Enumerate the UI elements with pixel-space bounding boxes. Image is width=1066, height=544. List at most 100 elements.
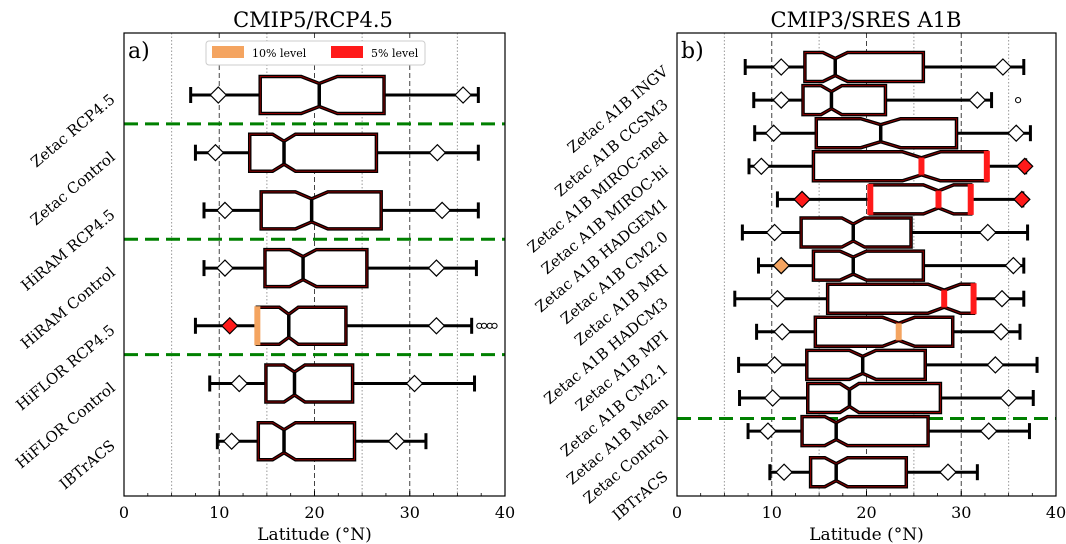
box: [813, 315, 955, 349]
legend-box: [205, 40, 426, 66]
diamond-high-marker: [1007, 124, 1026, 143]
diamond-low-marker: [765, 223, 784, 242]
box-inner-edge: [259, 76, 385, 114]
box-row: [747, 150, 1034, 183]
x-tick-label: 30: [951, 503, 971, 522]
box: [806, 381, 943, 415]
panel-title: CMIP5/RCP4.5: [233, 8, 393, 32]
box: [801, 83, 888, 117]
box: [264, 363, 355, 404]
diamond-low-marker: [216, 259, 234, 277]
box: [263, 247, 369, 289]
panel-letter: b): [681, 39, 704, 64]
box-inner-edge: [256, 306, 347, 345]
diamond-low-marker: [772, 91, 791, 109]
x-tick-label: 40: [1046, 503, 1066, 522]
box: [808, 455, 909, 489]
x-tick-label: 10: [762, 503, 782, 522]
diamond-low-marker: [772, 256, 791, 275]
diamond-low-marker: [752, 157, 771, 176]
box-row: [737, 348, 1039, 382]
box-inner-edge: [257, 422, 356, 461]
x-tick-label: 0: [119, 503, 129, 522]
diamond-low-marker: [216, 201, 234, 220]
box-inner-edge: [802, 85, 886, 116]
box: [800, 414, 930, 448]
diamond-high-marker: [999, 389, 1018, 407]
box-row: [202, 247, 478, 289]
diamond-high-marker: [993, 289, 1011, 308]
diamond-low-marker: [759, 422, 777, 440]
box-inner-edge: [810, 457, 907, 488]
diamond-high-marker: [387, 432, 406, 451]
outlier-point: [480, 322, 488, 329]
diamond-low-marker: [764, 124, 783, 143]
diamond-high-marker: [986, 356, 1005, 374]
diamond-high-marker: [405, 374, 424, 393]
box-inner-edge: [804, 52, 924, 82]
diamond-high-marker: [968, 91, 987, 109]
legend-label: 10% level: [252, 47, 307, 60]
box-row: [193, 132, 480, 173]
panel-letter: a): [128, 39, 150, 64]
x-tick-label: 0: [672, 503, 682, 522]
diamond-low-marker: [220, 316, 239, 335]
diamond-high-marker: [1013, 190, 1031, 209]
x-axis-label: Latitude (°N): [257, 525, 371, 544]
box: [811, 249, 926, 282]
diamond-low-marker: [772, 58, 791, 76]
box-inner-edge: [801, 416, 929, 447]
box-row: [753, 116, 1032, 150]
box-row: [743, 50, 1026, 84]
x-tick-label: 10: [209, 503, 229, 522]
diamond-low-marker: [765, 356, 784, 374]
box-inner-edge: [265, 364, 354, 403]
diamond-low-marker: [209, 86, 228, 104]
diamond-high-marker: [427, 316, 446, 335]
box: [259, 190, 383, 231]
box: [803, 50, 926, 84]
diamond-high-marker: [992, 322, 1010, 341]
box-row: [189, 74, 480, 116]
diamond-high-marker: [979, 422, 998, 440]
x-tick-label: 40: [495, 503, 515, 522]
box-row: [738, 381, 1035, 415]
box-row: [193, 305, 498, 347]
diamond-high-marker: [427, 259, 446, 277]
legend-swatch: [212, 46, 244, 58]
diamond-low-marker: [222, 432, 241, 451]
box-row: [733, 282, 1026, 315]
box-row: [768, 455, 979, 489]
legend-label: 5% level: [371, 47, 419, 60]
box-row: [752, 83, 1022, 117]
diamond-high-marker: [454, 86, 472, 104]
x-tick-label: 20: [856, 503, 876, 522]
panel-title: CMIP3/SRES A1B: [771, 8, 962, 32]
diamond-high-marker: [978, 223, 997, 242]
box-inner-edge: [814, 316, 954, 347]
box-inner-edge: [812, 250, 924, 281]
diamond-high-marker: [994, 58, 1012, 76]
x-tick-label: 30: [400, 503, 420, 522]
legend: 10% level 5% level: [205, 40, 426, 66]
diamond-low-marker: [793, 190, 811, 209]
box: [825, 282, 976, 315]
diamond-high-marker: [939, 463, 957, 482]
diamond-high-marker: [1015, 157, 1034, 176]
diamond-high-marker: [1004, 256, 1023, 275]
x-tick-label: 20: [304, 503, 324, 522]
box-inner-edge: [800, 217, 912, 248]
outlier-point: [491, 322, 498, 329]
diamond-low-marker: [763, 389, 782, 407]
box-inner-edge: [249, 133, 377, 172]
box-row: [746, 414, 1031, 448]
box: [811, 150, 989, 183]
box-inner-edge: [264, 249, 368, 288]
x-axis-label: Latitude (°N): [809, 525, 923, 544]
outlier-point: [1015, 97, 1022, 104]
box: [255, 305, 348, 347]
box: [256, 420, 357, 462]
diamond-low-marker: [230, 374, 249, 393]
